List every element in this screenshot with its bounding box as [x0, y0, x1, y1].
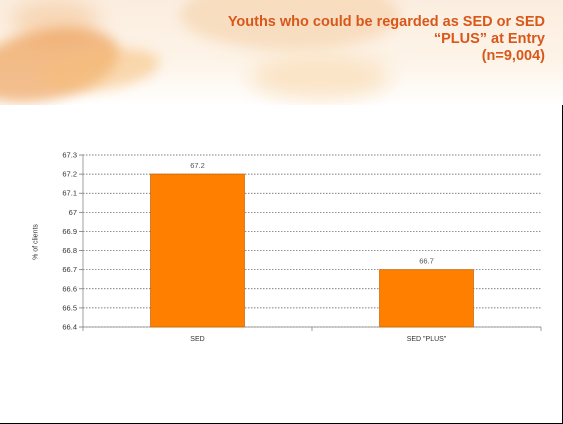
data-label: 67.2	[190, 161, 205, 170]
y-tick-label: 67.2	[62, 170, 77, 179]
y-tick-label: 66.9	[62, 227, 77, 236]
bar-1	[150, 173, 245, 328]
y-tick-label: 66.8	[62, 246, 77, 255]
slide-title: Youths who could be regarded as SED or S…	[125, 14, 545, 65]
title-line-2: “PLUS” at Entry	[433, 31, 545, 47]
y-tick-label: 67	[69, 208, 77, 217]
bar-2	[379, 269, 474, 328]
y-tick-label: 66.6	[62, 284, 77, 293]
title-line-3: (n=9,004)	[481, 48, 545, 64]
data-label: 66.7	[419, 257, 434, 266]
category-label: SED	[190, 336, 204, 343]
y-tick-label: 66.7	[62, 265, 77, 274]
category-label: SED "PLUS"	[407, 336, 447, 343]
y-tick-label: 66.5	[62, 303, 77, 312]
y-tick-label: 67.1	[62, 189, 77, 198]
y-tick-label: 67.3	[62, 151, 77, 160]
y-tick-label: 66.4	[62, 323, 77, 332]
title-line-1: Youths who could be regarded as SED or S…	[227, 14, 545, 30]
decor-blob	[250, 55, 390, 100]
header-band	[0, 0, 563, 105]
